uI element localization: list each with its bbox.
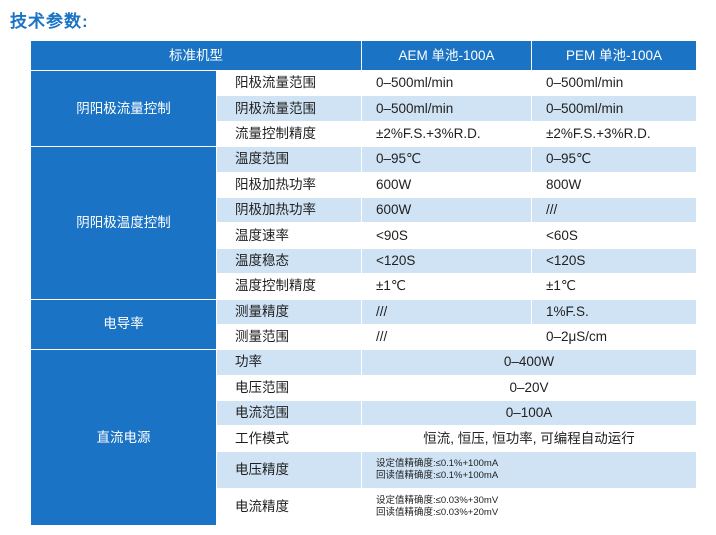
aem-value: 600W: [361, 196, 532, 224]
accuracy-line: 设定值精确度:≤0.1%+100mA: [376, 457, 499, 469]
param-label: 工作模式: [216, 425, 362, 452]
header-model: 标准机型: [30, 40, 362, 71]
param-label: 电压范围: [216, 374, 362, 402]
pem-value: 0–95℃: [531, 146, 697, 173]
header-aem: AEM 单池-100A: [361, 40, 532, 71]
accuracy-value: 设定值精确度:≤0.03%+30mV 回读值精确度:≤0.03%+20mV: [361, 487, 697, 526]
accuracy-line: 回读值精确度:≤0.03%+20mV: [376, 506, 499, 518]
table-row: 温度稳态 <120S <120S: [31, 247, 697, 275]
table-row: 电导率 测量精度 /// 1%F.S.: [30, 298, 697, 351]
param-label: 阴极流量范围: [216, 95, 362, 122]
param-label: 测量精度: [216, 298, 362, 325]
accuracy-line: 设定值精确度:≤0.03%+30mV: [376, 494, 499, 506]
param-label: 流量控制精度: [216, 120, 362, 148]
pem-value: 0–2μS/cm: [531, 323, 697, 351]
table-row: 测量范围 /// 0–2μS/cm: [31, 323, 697, 351]
table-row: 阴阳极流量控制 阳极流量范围 0–500ml/min 0–500ml/min: [30, 69, 697, 148]
aem-value: <120S: [361, 247, 532, 275]
param-label: 电流精度: [216, 487, 362, 526]
table-row: 温度控制精度 ±1℃ ±1℃: [31, 273, 697, 300]
table-row: 电流精度 设定值精确度:≤0.03%+30mV 回读值精确度:≤0.03%+20…: [31, 487, 697, 526]
accuracy-line: 回读值精确度:≤0.1%+100mA: [376, 469, 499, 481]
aem-value: ±2%F.S.+3%R.D.: [361, 120, 532, 148]
aem-value: 600W: [361, 171, 532, 198]
table-row: 阴阳极温度控制 温度范围 0–95℃ 0–95℃: [30, 146, 697, 300]
aem-value: 0–500ml/min: [361, 69, 532, 97]
table-row: 直流电源 功率 0–400W: [30, 349, 697, 526]
aem-value: ///: [361, 323, 532, 351]
page-title: 技术参数:: [10, 12, 89, 31]
param-label: 测量范围: [216, 323, 362, 351]
group-temp: 阴阳极温度控制: [30, 146, 217, 300]
param-label: 温度控制精度: [216, 273, 362, 300]
pem-value: <60S: [531, 222, 697, 249]
param-label: 温度速率: [216, 222, 362, 249]
pem-value: ±1℃: [531, 273, 697, 300]
group-cond: 电导率: [30, 298, 217, 351]
pem-value: ///: [531, 196, 697, 224]
pem-value: ±2%F.S.+3%R.D.: [531, 120, 697, 148]
table-row: 阴极加热功率 600W ///: [31, 196, 697, 224]
table-row: 流量控制精度 ±2%F.S.+3%R.D. ±2%F.S.+3%R.D.: [31, 120, 697, 148]
pem-value: 800W: [531, 171, 697, 198]
pem-value: 0–500ml/min: [531, 69, 697, 97]
shared-value: 恒流, 恒压, 恒功率, 可编程自动运行: [361, 425, 697, 452]
pem-value: <120S: [531, 247, 697, 275]
aem-value: <90S: [361, 222, 532, 249]
group-dc: 直流电源: [30, 349, 217, 526]
shared-value: 0–20V: [361, 374, 697, 402]
shared-value: 0–100A: [361, 400, 697, 427]
param-label: 功率: [216, 349, 362, 376]
aem-value: 0–95℃: [361, 146, 532, 173]
table-row: 工作模式 恒流, 恒压, 恒功率, 可编程自动运行: [31, 425, 697, 452]
table-row: 阳极加热功率 600W 800W: [31, 171, 697, 198]
table-row: 阴极流量范围 0–500ml/min 0–500ml/min: [31, 95, 697, 122]
shared-value: 0–400W: [361, 349, 697, 376]
spec-table: 标准机型 AEM 单池-100A PEM 单池-100A 阴阳极流量控制 阳极流…: [30, 40, 697, 526]
table-row: 电压精度 设定值精确度:≤0.1%+100mA 回读值精确度:≤0.1%+100…: [31, 450, 697, 489]
param-label: 阳极加热功率: [216, 171, 362, 198]
param-label: 阴极加热功率: [216, 196, 362, 224]
aem-value: ±1℃: [361, 273, 532, 300]
table-row: 电流范围 0–100A: [31, 400, 697, 427]
param-label: 温度稳态: [216, 247, 362, 275]
param-label: 电流范围: [216, 400, 362, 427]
aem-value: ///: [361, 298, 532, 325]
table-row: 电压范围 0–20V: [31, 374, 697, 402]
param-label: 阳极流量范围: [216, 69, 362, 97]
group-flow: 阴阳极流量控制: [30, 69, 217, 148]
table-header-row: 标准机型 AEM 单池-100A PEM 单池-100A: [30, 40, 697, 71]
pem-value: 1%F.S.: [531, 298, 697, 325]
header-pem: PEM 单池-100A: [531, 40, 697, 71]
accuracy-value: 设定值精确度:≤0.1%+100mA 回读值精确度:≤0.1%+100mA: [361, 450, 697, 489]
param-label: 温度范围: [216, 146, 362, 173]
param-label: 电压精度: [216, 450, 362, 489]
pem-value: 0–500ml/min: [531, 95, 697, 122]
aem-value: 0–500ml/min: [361, 95, 532, 122]
